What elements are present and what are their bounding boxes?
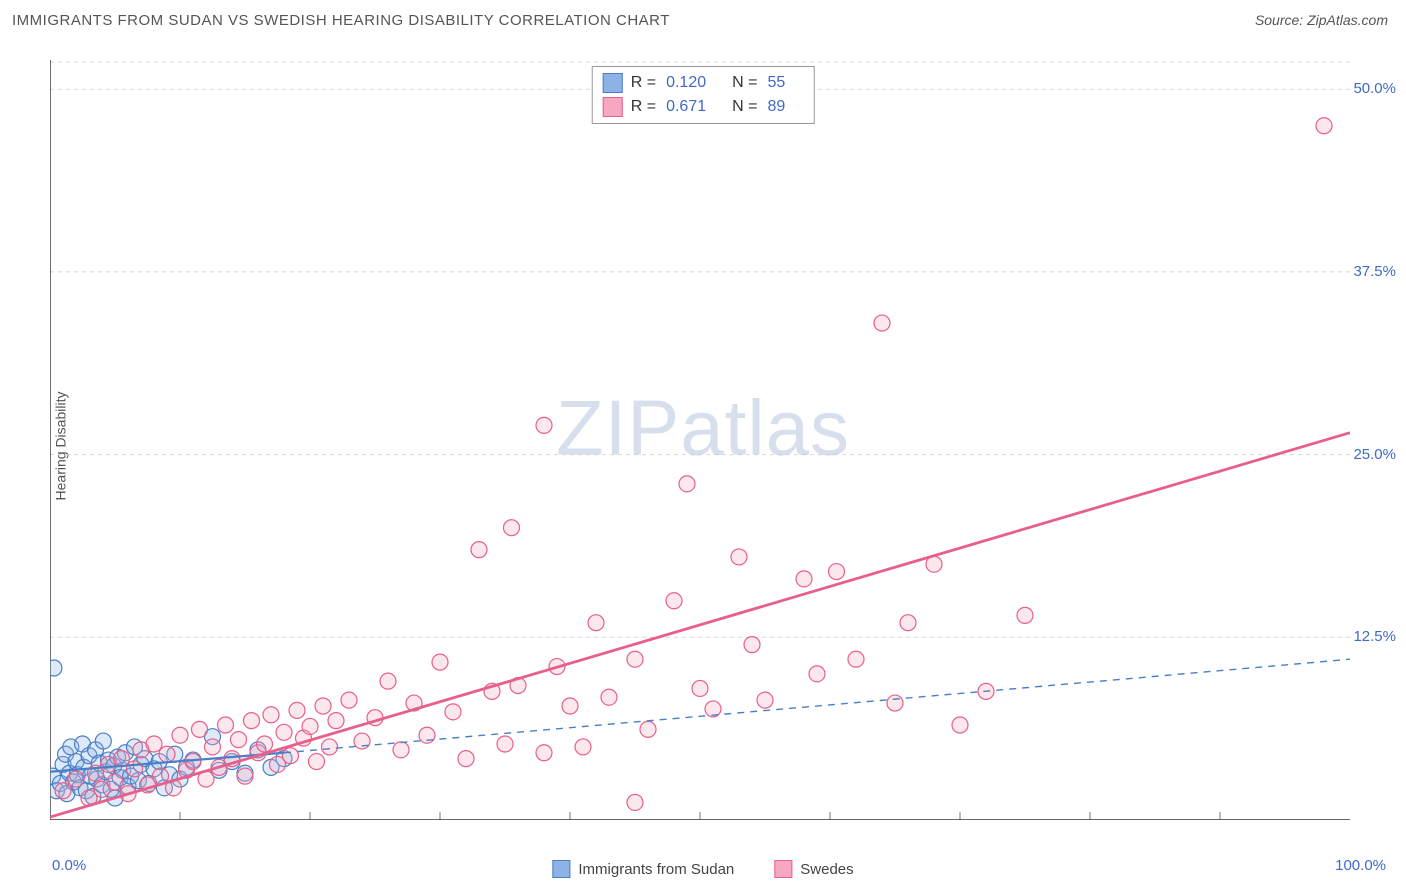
- y-axis-tick-label: 37.5%: [1353, 263, 1396, 280]
- legend-swatch-sudan: [603, 73, 623, 93]
- chart-title: IMMIGRANTS FROM SUDAN VS SWEDISH HEARING…: [12, 12, 670, 29]
- series-legend-item-sudan: Immigrants from Sudan: [552, 860, 734, 878]
- correlation-legend-row-sudan: R = 0.120 N = 55: [603, 71, 804, 95]
- x-axis-min-label: 0.0%: [52, 857, 86, 874]
- plot-area: [50, 60, 1350, 820]
- series-label-swedes: Swedes: [800, 861, 853, 878]
- n-value-sudan: 55: [767, 71, 785, 95]
- r-label: R =: [631, 71, 656, 95]
- series-label-sudan: Immigrants from Sudan: [578, 861, 734, 878]
- y-axis-tick-label: 12.5%: [1353, 628, 1396, 645]
- series-legend-item-swedes: Swedes: [774, 860, 853, 878]
- legend-swatch-swedes: [603, 97, 623, 117]
- x-axis-max-label: 100.0%: [1335, 857, 1386, 874]
- n-value-swedes: 89: [767, 95, 785, 119]
- legend-swatch-swedes: [774, 860, 792, 878]
- correlation-legend: R = 0.120 N = 55 R = 0.671 N = 89: [592, 66, 815, 124]
- chart-container: IMMIGRANTS FROM SUDAN VS SWEDISH HEARING…: [0, 0, 1406, 892]
- n-label: N =: [732, 95, 757, 119]
- scatter-svg: [50, 60, 1350, 820]
- n-label: N =: [732, 71, 757, 95]
- series-legend: Immigrants from Sudan Swedes: [552, 860, 853, 878]
- r-value-swedes: 0.671: [666, 95, 706, 119]
- r-value-sudan: 0.120: [666, 71, 706, 95]
- y-axis-tick-label: 25.0%: [1353, 446, 1396, 463]
- y-axis-tick-label: 50.0%: [1353, 80, 1396, 97]
- r-label: R =: [631, 95, 656, 119]
- correlation-legend-row-swedes: R = 0.671 N = 89: [603, 95, 804, 119]
- legend-swatch-sudan: [552, 860, 570, 878]
- source-attribution: Source: ZipAtlas.com: [1255, 12, 1388, 28]
